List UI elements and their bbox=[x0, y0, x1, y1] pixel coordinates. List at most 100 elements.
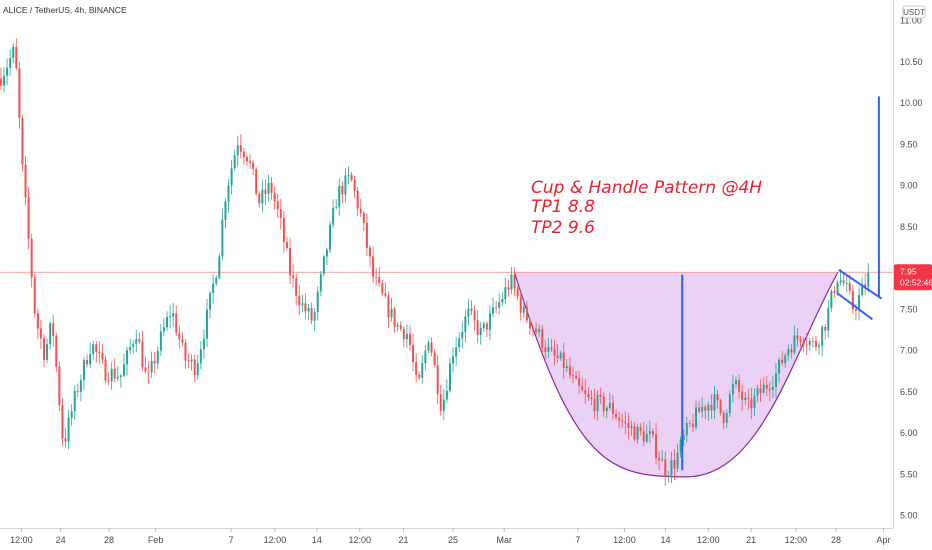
candle-body bbox=[372, 256, 375, 277]
candle-body bbox=[458, 338, 461, 348]
candle-body bbox=[642, 431, 645, 442]
handle-upper-line bbox=[838, 268, 883, 300]
candle-body bbox=[519, 296, 522, 313]
candle-body bbox=[147, 371, 150, 373]
candle-body bbox=[532, 328, 535, 330]
candle-body bbox=[249, 161, 252, 163]
y-tick-label: 6.00 bbox=[900, 428, 918, 438]
candle-body bbox=[553, 349, 556, 356]
candle-body bbox=[273, 193, 276, 202]
candle-body bbox=[830, 291, 833, 309]
candle-body bbox=[292, 275, 295, 279]
handle-lower-line bbox=[836, 292, 873, 321]
candle-body bbox=[276, 201, 279, 210]
candle-body bbox=[15, 46, 18, 69]
candle-body bbox=[839, 280, 842, 283]
candle-body bbox=[390, 308, 393, 318]
candle-body bbox=[735, 380, 738, 385]
candle-body bbox=[113, 368, 116, 379]
candle-body bbox=[396, 325, 399, 327]
y-tick-label: 7.00 bbox=[900, 346, 918, 356]
candle-body bbox=[153, 360, 156, 364]
candle-body bbox=[316, 291, 319, 313]
candle-body bbox=[119, 375, 122, 377]
cup-pattern-layer bbox=[513, 271, 839, 478]
candle-body bbox=[845, 283, 848, 285]
cup-fill bbox=[514, 272, 838, 477]
candle-body bbox=[571, 375, 574, 377]
candle-body bbox=[848, 283, 851, 292]
candle-body bbox=[89, 354, 92, 365]
candle-body bbox=[418, 374, 421, 378]
candle-body bbox=[759, 388, 762, 393]
candle-body bbox=[359, 208, 362, 214]
candle-body bbox=[412, 344, 415, 363]
candle-body bbox=[304, 303, 307, 312]
candle-body bbox=[725, 413, 728, 423]
candle-body bbox=[639, 426, 642, 432]
candle-body bbox=[695, 407, 698, 428]
candle-body bbox=[765, 384, 768, 389]
candle-body bbox=[624, 421, 627, 424]
candle-body bbox=[439, 394, 442, 411]
candle-body bbox=[488, 313, 491, 330]
x-tick-label: 28 bbox=[831, 535, 841, 545]
annotation-line-2: TP1 8.8 bbox=[531, 197, 595, 217]
candle-body bbox=[135, 339, 138, 344]
candle-body bbox=[516, 288, 519, 297]
candle-body bbox=[467, 308, 470, 317]
candle-body bbox=[645, 433, 648, 442]
candle-body bbox=[753, 395, 756, 409]
current-price-label: 7.95 bbox=[900, 266, 917, 276]
candle-body bbox=[596, 394, 599, 412]
candle-body bbox=[104, 359, 107, 381]
candle-body bbox=[313, 312, 316, 321]
candle-body bbox=[289, 248, 292, 276]
x-tick-label: 28 bbox=[104, 535, 114, 545]
candle-body bbox=[747, 397, 750, 399]
candle-body bbox=[209, 292, 212, 310]
candle-body bbox=[205, 309, 208, 339]
candle-body bbox=[298, 295, 301, 306]
candle-body bbox=[387, 295, 390, 318]
price-badge-background bbox=[894, 264, 932, 291]
candle-body bbox=[347, 174, 350, 176]
candle-body bbox=[722, 412, 725, 423]
candle-body bbox=[319, 273, 322, 292]
price-axis[interactable]: 11.0010.5010.009.509.008.508.007.507.006… bbox=[900, 16, 923, 521]
candle-body bbox=[227, 185, 230, 202]
candle-body bbox=[790, 349, 793, 353]
annotation-line-3: TP2 9.6 bbox=[531, 218, 595, 238]
candle-body bbox=[415, 362, 418, 375]
candle-body bbox=[608, 402, 611, 408]
candle-body bbox=[236, 145, 239, 156]
candle-body bbox=[495, 307, 498, 309]
x-tick-label: 25 bbox=[448, 535, 458, 545]
candle-body bbox=[67, 417, 70, 442]
candle-body bbox=[322, 256, 325, 274]
candle-body bbox=[27, 197, 30, 239]
candle-body bbox=[719, 400, 722, 413]
candle-body bbox=[6, 67, 9, 76]
y-tick-label: 10.50 bbox=[900, 57, 923, 67]
currency-badge[interactable]: USDT bbox=[902, 5, 926, 19]
candle-body bbox=[239, 145, 242, 152]
candle-body bbox=[504, 287, 507, 300]
candle-body bbox=[221, 220, 224, 257]
candle-body bbox=[329, 224, 332, 250]
candle-body bbox=[33, 277, 36, 314]
y-tick-label: 5.50 bbox=[900, 469, 918, 479]
candle-body bbox=[242, 151, 245, 158]
candle-body bbox=[473, 310, 476, 321]
candle-body bbox=[864, 284, 867, 287]
candle-body bbox=[621, 420, 624, 422]
candle-body bbox=[12, 46, 15, 58]
candle-body bbox=[768, 388, 771, 391]
x-tick-label: 24 bbox=[56, 535, 66, 545]
time-axis[interactable]: 12:00 24 28 Feb 7 12:00 14 12:00 21 25 Mar 7 12:00 14… bbox=[10, 528, 891, 545]
candle-body bbox=[510, 274, 513, 290]
candle-body bbox=[688, 422, 691, 424]
candle-body bbox=[126, 350, 129, 365]
pattern-annotation: Cup & Handle Pattern @4H TP1 8.8 TP2 9.6 bbox=[531, 178, 762, 238]
